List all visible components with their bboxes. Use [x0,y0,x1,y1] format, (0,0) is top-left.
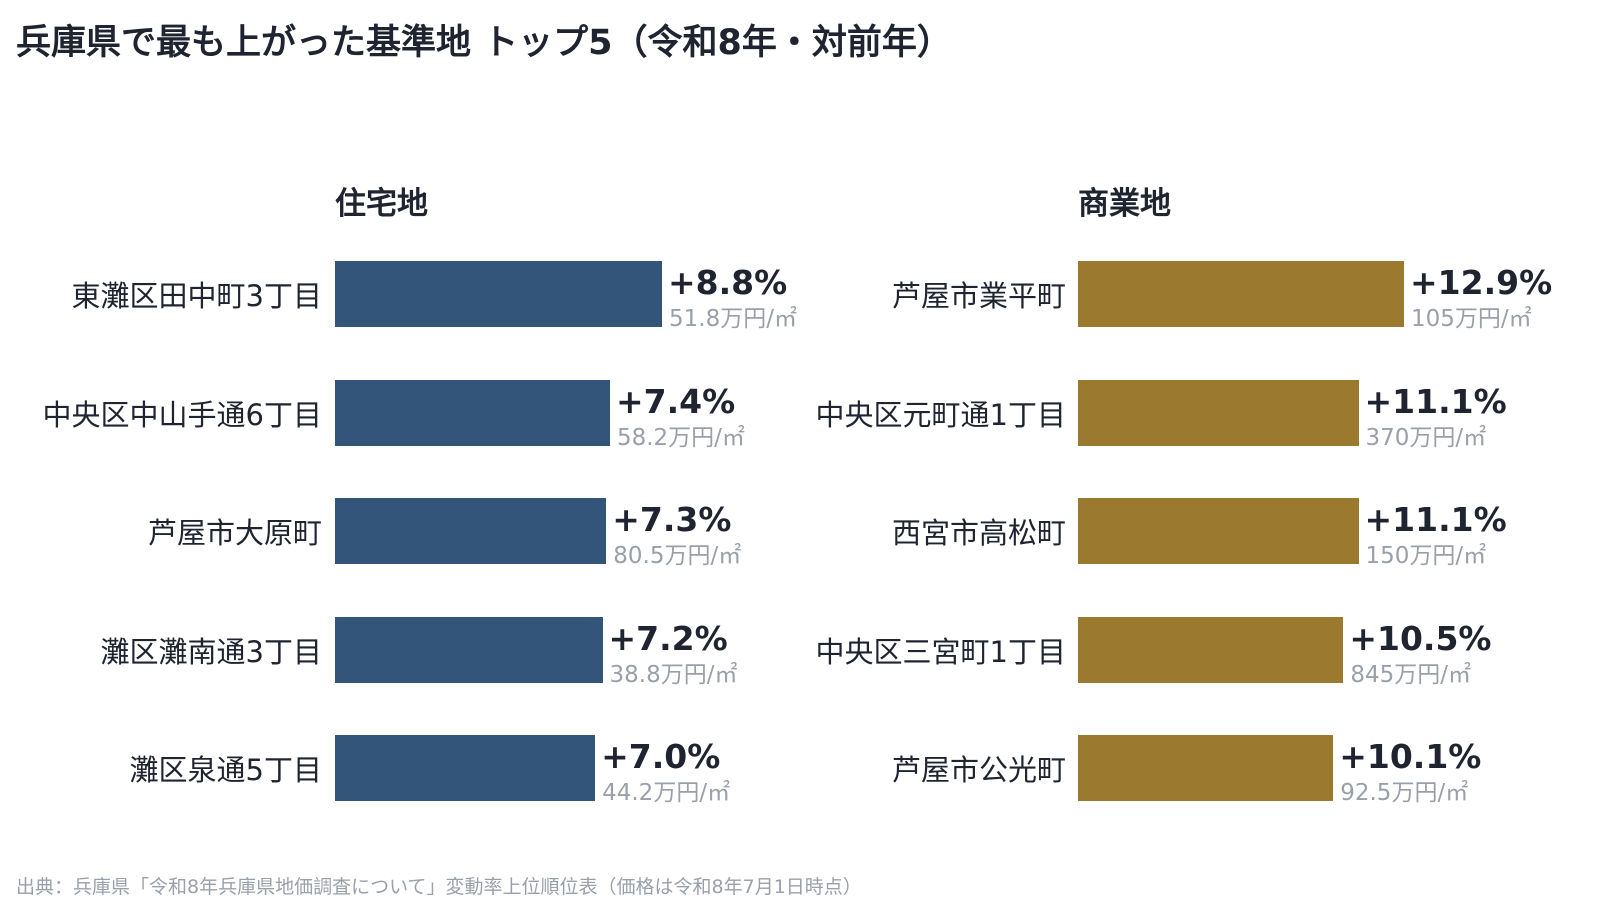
category-label: 灘区灘南通3丁目 [100,634,322,669]
bar [1078,498,1359,564]
bar [1078,616,1344,683]
category-label: 中央区中山手通6丁目 [42,397,322,432]
price-label: 105万円/㎡ [1411,306,1532,332]
category-label: 芦屋市公光町 [891,753,1066,787]
bar [1078,379,1359,446]
chart-title: 兵庫県で最も上がった基準地 トップ5（令和8年・対前年） [16,23,952,63]
price-label: 44.2万円/㎡ [602,780,731,806]
price-label: 51.8万円/㎡ [669,306,797,332]
price-label: 92.5万円/㎡ [1340,780,1469,806]
bar [335,379,610,446]
source-note: 出典：兵庫県「令和8年兵庫県地価調査について」変動率上位順位表（価格は令和8年7… [16,876,862,898]
bar [335,261,662,327]
price-label: 38.8万円/㎡ [609,661,738,688]
value-label: +7.0% [601,737,721,776]
value-label: +10.5% [1349,618,1492,658]
category-label: 芦屋市大原町 [147,516,322,550]
category-label: 中央区元町通1丁目 [815,397,1066,432]
category-label: 東灘区田中町3丁目 [71,279,322,313]
value-label: +10.1% [1339,737,1482,776]
bar [335,616,603,683]
value-label: +11.1% [1364,381,1507,421]
price-label: 370万円/㎡ [1365,424,1487,451]
panel-title: 商業地 [1078,186,1171,222]
value-label: +7.4% [615,381,736,421]
price-label: 58.2万円/㎡ [616,424,745,451]
category-label: 中央区三宮町1丁目 [815,634,1066,669]
category-label: 灘区泉通5丁目 [129,753,322,787]
bar [335,498,607,564]
price-label: 845万円/㎡ [1350,661,1471,688]
value-label: +7.2% [608,618,728,658]
panel-title: 住宅地 [335,186,428,222]
bar [1078,735,1334,801]
price-label: 80.5万円/㎡ [613,543,742,569]
value-label: +11.1% [1364,500,1507,539]
value-label: +8.8% [668,263,788,302]
price-label: 150万円/㎡ [1365,543,1487,569]
bar [1078,261,1404,327]
value-label: +7.3% [612,500,732,539]
category-label: 芦屋市業平町 [891,279,1066,313]
value-label: +12.9% [1410,263,1553,302]
category-label: 西宮市高松町 [891,516,1066,550]
bar [335,735,596,801]
